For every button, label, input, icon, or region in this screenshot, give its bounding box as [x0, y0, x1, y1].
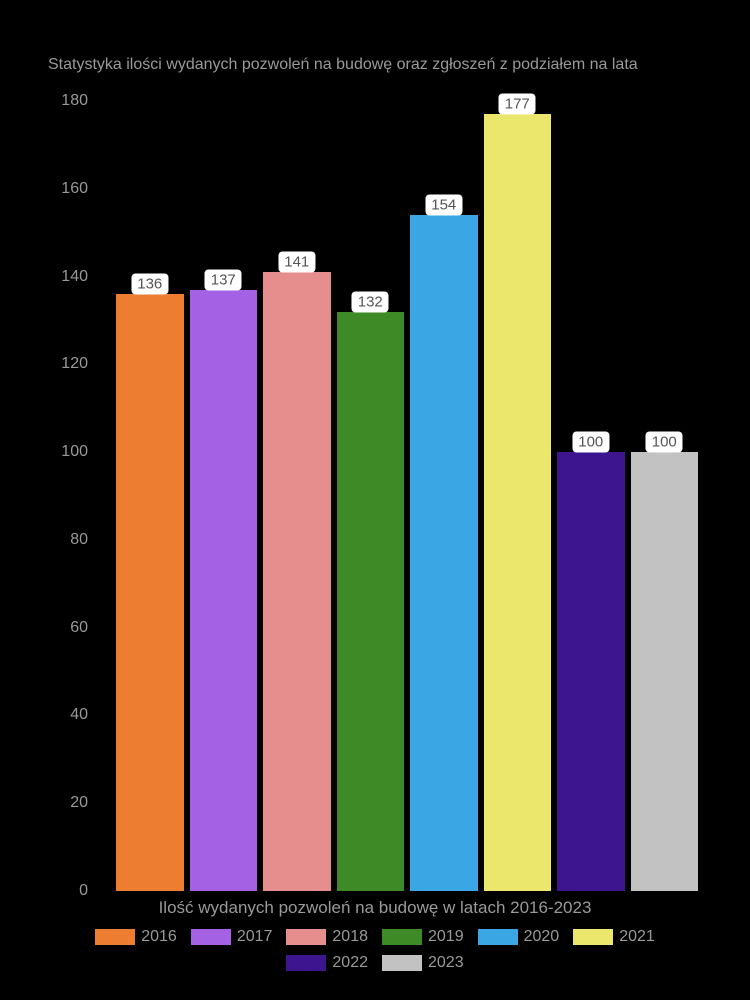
bar-value-label: 132	[352, 291, 389, 312]
y-tick-label: 180	[61, 92, 88, 110]
y-tick-label: 140	[61, 268, 88, 286]
chart-title: Statystyka ilości wydanych pozwoleń na b…	[48, 56, 638, 74]
legend-label: 2023	[428, 954, 464, 972]
y-axis: 020406080100120140160180	[0, 101, 110, 891]
legend-label: 2018	[332, 928, 368, 946]
legend-label: 2022	[332, 954, 368, 972]
bar: 136	[116, 294, 184, 891]
legend-item: 2021	[573, 928, 655, 946]
y-tick-label: 20	[70, 794, 88, 812]
bar: 132	[337, 312, 405, 891]
bar-value-label: 141	[278, 252, 315, 273]
legend-item: 2017	[191, 928, 273, 946]
x-axis-label: Ilość wydanych pozwoleń na budowę w lata…	[0, 898, 750, 918]
legend-item: 2016	[95, 928, 177, 946]
y-tick-label: 60	[70, 619, 88, 637]
legend-label: 2020	[524, 928, 560, 946]
y-tick-label: 120	[61, 355, 88, 373]
legend-item: 2022	[286, 954, 368, 972]
legend-label: 2021	[619, 928, 655, 946]
legend-swatch	[382, 955, 422, 971]
y-tick-label: 80	[70, 531, 88, 549]
legend-swatch	[478, 929, 518, 945]
bar: 177	[484, 114, 552, 891]
bar: 100	[631, 452, 699, 891]
legend-swatch	[286, 929, 326, 945]
legend-label: 2017	[237, 928, 273, 946]
legend-label: 2019	[428, 928, 464, 946]
y-tick-label: 40	[70, 706, 88, 724]
bar: 154	[410, 215, 478, 891]
bar-value-label: 177	[499, 94, 536, 115]
legend-item: 2020	[478, 928, 560, 946]
legend-item: 2018	[286, 928, 368, 946]
legend-item: 2023	[382, 954, 464, 972]
bars-group: 136137141132154177100100	[110, 101, 704, 891]
legend-label: 2016	[141, 928, 177, 946]
y-tick-label: 100	[61, 443, 88, 461]
bar-value-label: 100	[646, 432, 683, 453]
y-tick-label: 160	[61, 180, 88, 198]
chart-container: Statystyka ilości wydanych pozwoleń na b…	[0, 0, 750, 1000]
bar: 100	[557, 452, 625, 891]
bar-value-label: 136	[131, 274, 168, 295]
legend: 2016 2017 2018 2019 2020 2021 2022 2023	[0, 928, 750, 972]
bar: 141	[263, 272, 331, 891]
bar-value-label: 100	[572, 432, 609, 453]
bar: 137	[190, 290, 258, 891]
legend-swatch	[573, 929, 613, 945]
bar-value-label: 154	[425, 195, 462, 216]
plot-area: 136137141132154177100100	[110, 101, 704, 891]
legend-swatch	[382, 929, 422, 945]
legend-item: 2019	[382, 928, 464, 946]
bar-value-label: 137	[205, 269, 242, 290]
legend-swatch	[286, 955, 326, 971]
legend-swatch	[191, 929, 231, 945]
legend-swatch	[95, 929, 135, 945]
